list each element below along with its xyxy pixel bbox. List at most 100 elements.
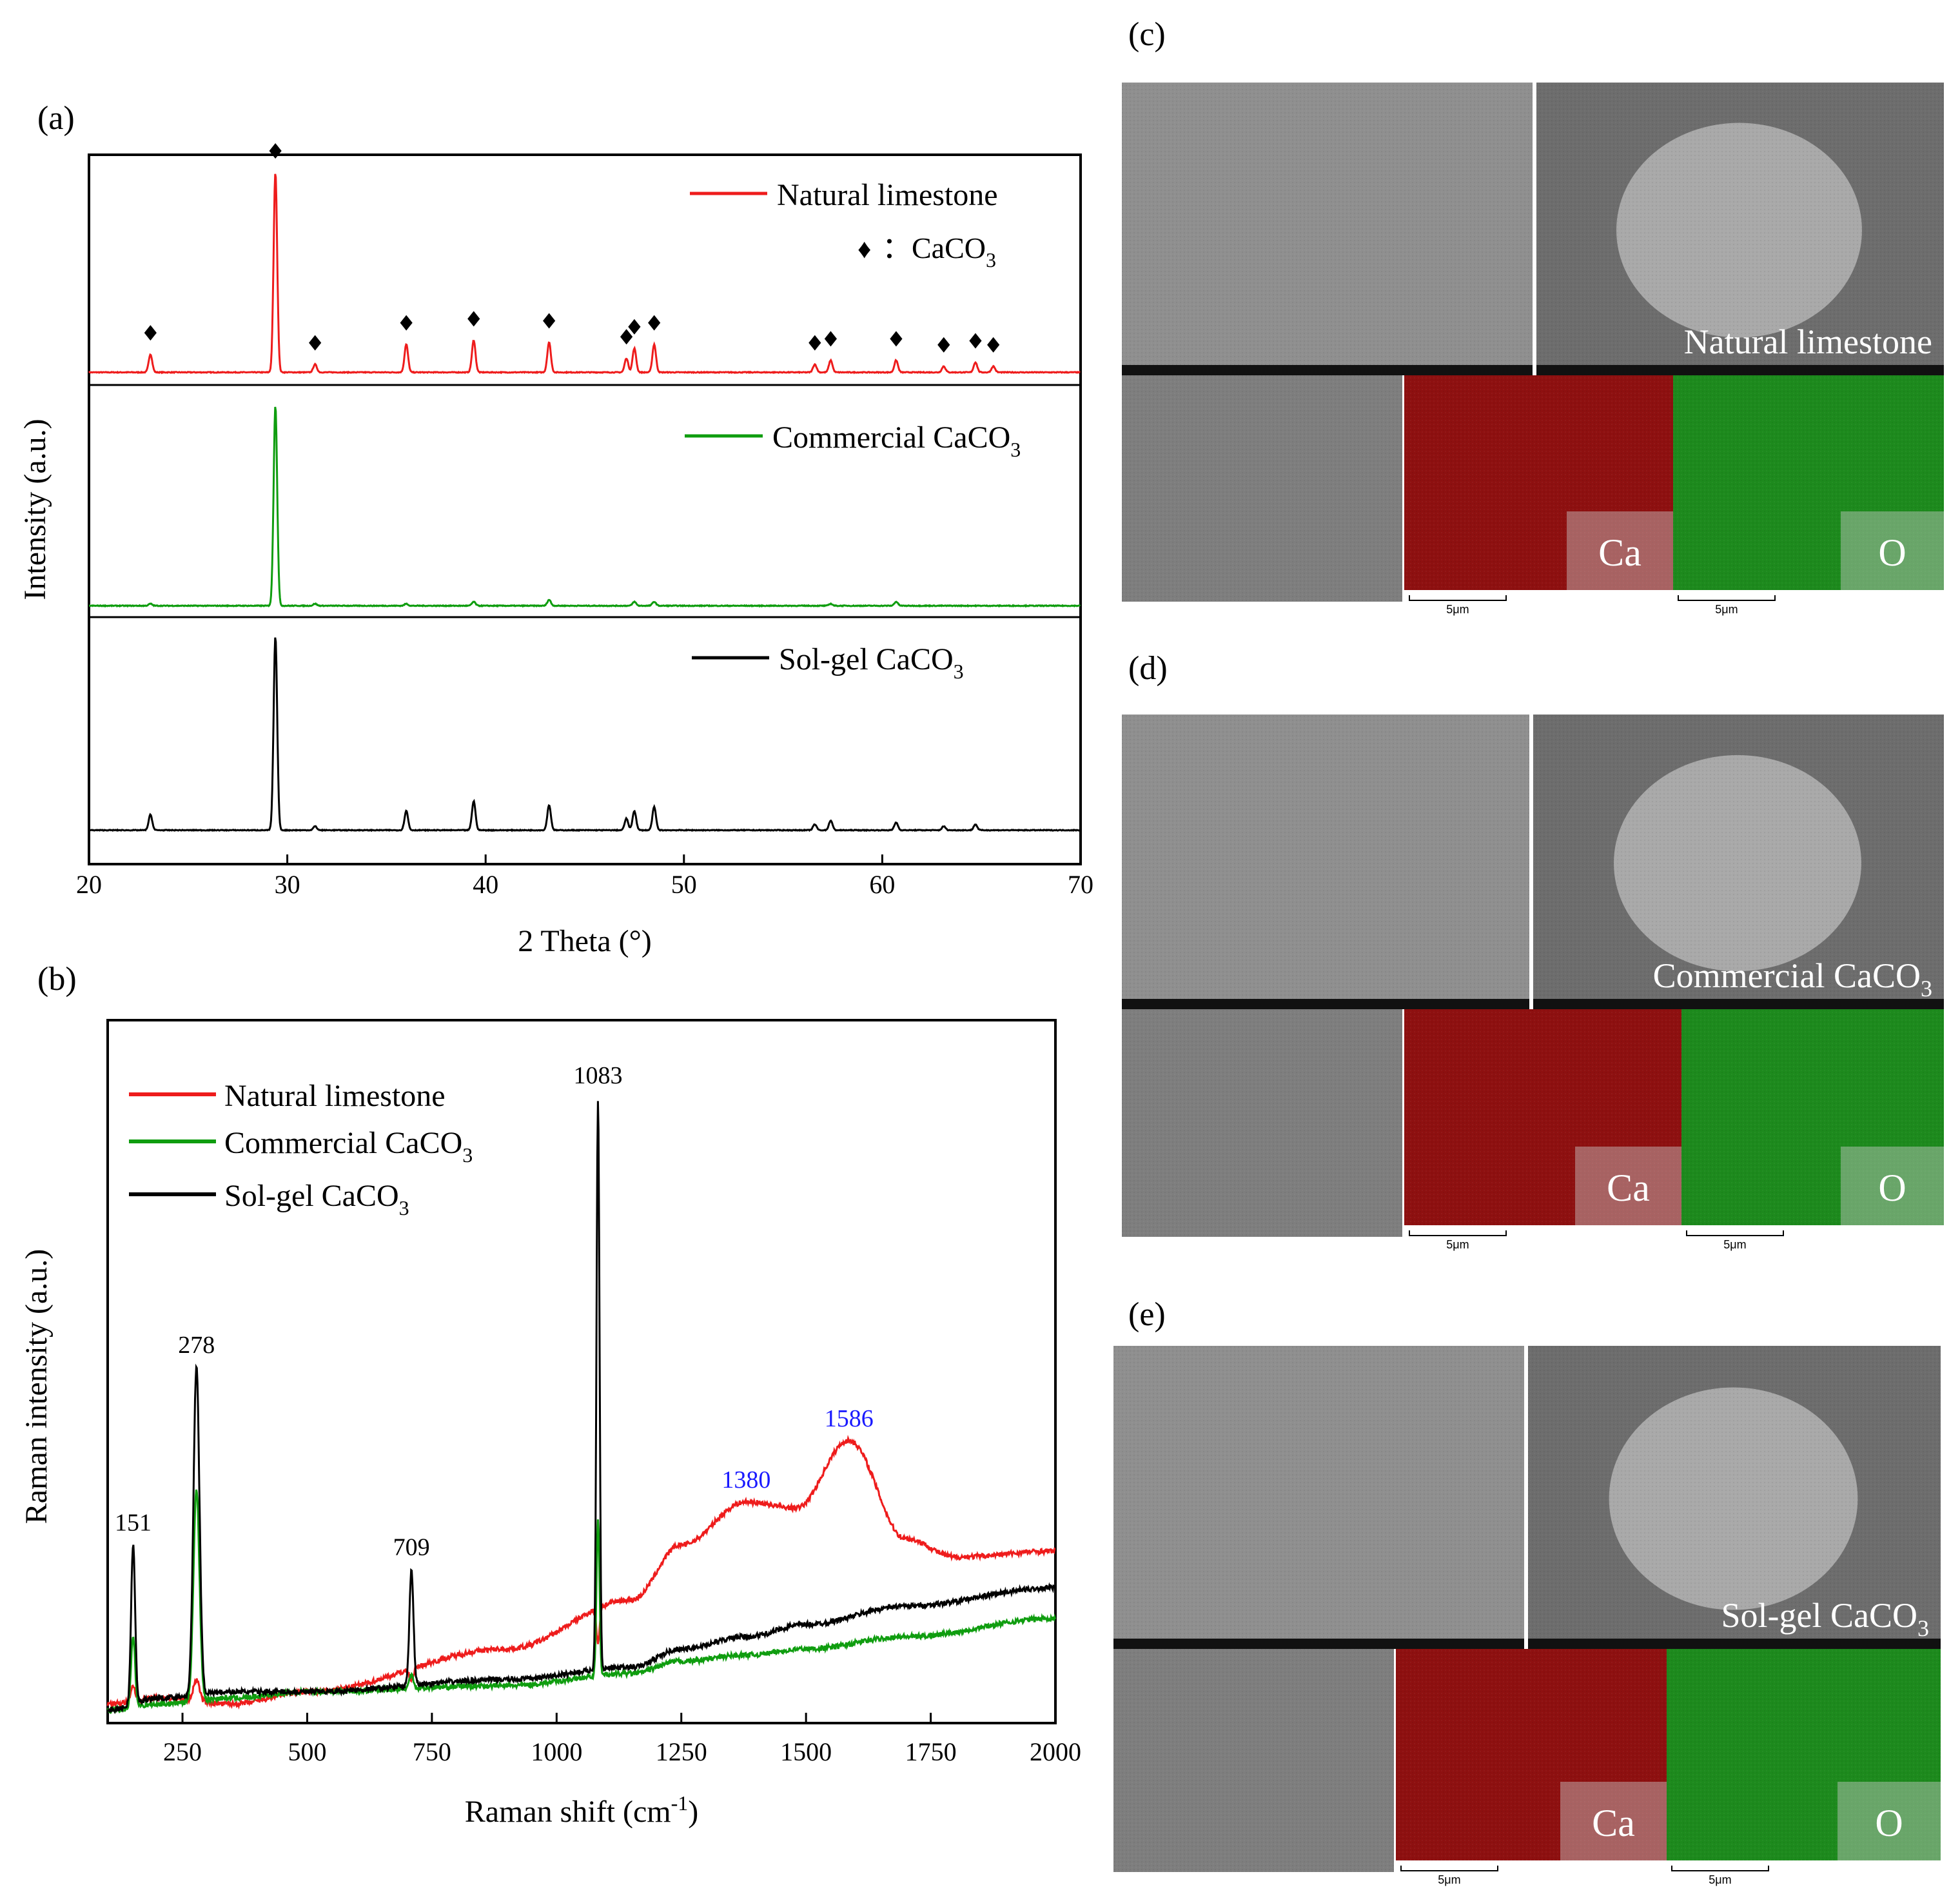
xrd-x-tick-label: 70 (1068, 870, 1093, 899)
eds-ca-label-box (1575, 1147, 1681, 1225)
raman-x-label: Raman shift (cm-1) (465, 1791, 699, 1829)
xrd-peak-marker (400, 315, 413, 331)
raman-y-label: Raman intensity (a.u.) (19, 1249, 54, 1524)
sem-panel-letter: (d) (1128, 650, 1168, 687)
xrd-x-tick-label: 40 (473, 870, 498, 899)
raman-trace-sol-gel-caco3 (106, 1101, 1057, 1715)
eds-scale-bar (1678, 595, 1776, 601)
sem-info-bar (1533, 999, 1944, 1009)
xrd-legend-solgel: Sol-gel CaCO3 (779, 642, 964, 683)
xrd-peak-marker (890, 331, 903, 347)
sem-panel-letter: (c) (1128, 16, 1166, 53)
xrd-x-axis: 20 30 40 50 60 70 (76, 854, 1093, 899)
raman-x-tick-label: 250 (163, 1737, 202, 1766)
panel-b-frame (106, 1019, 1057, 1724)
eds-o-texture (1681, 1009, 1944, 1225)
raman-legend-solgel: Sol-gel CaCO3 (224, 1179, 409, 1219)
xrd-y-label: Intensity (a.u.) (18, 419, 52, 600)
xrd-x-label: 2 Theta (°) (518, 924, 652, 958)
raman-legend-commercial: Commercial CaCO3 (224, 1126, 473, 1167)
sem-info-bar (1122, 999, 1529, 1009)
eds-o-label: O (1875, 1802, 1903, 1844)
xrd-peak-marker (543, 313, 556, 329)
sem-particle-texture (1616, 123, 1862, 338)
sem-info-bar (1113, 1639, 1524, 1649)
xrd-legend-commercial: Commercial CaCO3 (772, 420, 1021, 461)
raman-x-tick-label: 1000 (531, 1737, 582, 1766)
xrd-peak-marker (467, 311, 480, 327)
eds-scale-bar-label: 5μm (1446, 1238, 1469, 1251)
xrd-peak-marker (269, 143, 282, 159)
sem-panel-letter: (e) (1128, 1296, 1166, 1333)
eds-o-texture (1667, 1649, 1941, 1860)
raman-peak-label: 151 (115, 1510, 152, 1537)
xrd-trace-commercial-caco3 (88, 406, 1081, 608)
eds-o-texture (1673, 375, 1944, 590)
eds-scale-bar-label: 5μm (1715, 603, 1738, 616)
xrd-legend-natural: Natural limestone (777, 178, 998, 212)
sem-info-bar (1122, 365, 1533, 375)
eds-scale-bar (1686, 1230, 1784, 1236)
raman-peak-label: 709 (393, 1534, 430, 1561)
raman-peak-label: 1083 (574, 1062, 623, 1089)
raman-x-axis: 250 500 750 1000 1250 1500 1750 2000 (163, 1713, 1081, 1766)
eds-scale-bar (1671, 1866, 1769, 1871)
eds-ca-texture (1404, 1009, 1681, 1225)
eds-scale-bar (1409, 1230, 1507, 1236)
xrd-peak-marker (648, 315, 661, 331)
panel-b-letter: (b) (37, 961, 77, 998)
eds-ca-label-box (1560, 1782, 1667, 1860)
raman-peak-label: 278 (178, 1332, 215, 1359)
xrd-trace-sol-gel-caco3 (88, 637, 1081, 833)
xrd-x-tick-label: 50 (671, 870, 697, 899)
eds-ca-texture (1404, 375, 1673, 590)
eds-sem-texture (1113, 1649, 1394, 1872)
raman-x-tick-label: 500 (288, 1737, 326, 1766)
raman-x-tick-label: 2000 (1030, 1737, 1081, 1766)
sem-sample-title: Sol-gel CaCO3 (1721, 1596, 1930, 1641)
eds-sem-texture (1122, 1009, 1402, 1237)
eds-scale-bar-label: 5μm (1709, 1873, 1731, 1886)
eds-ca-label: Ca (1607, 1167, 1650, 1209)
sem-image-texture (1122, 715, 1529, 999)
sem-panel-e: (e) Sol-gel CaCO3 Ca O 5μm 5μm (1113, 1296, 1941, 1886)
xrd-peak-marker (144, 325, 157, 341)
raman-peak-label: 1380 (721, 1466, 770, 1494)
raman-x-tick-label: 750 (413, 1737, 451, 1766)
sem-particle-texture (1609, 1387, 1858, 1610)
eds-o-label-box (1838, 1782, 1941, 1860)
xrd-peak-marker (808, 335, 821, 351)
panel-a-letter: (a) (37, 100, 75, 137)
sem-sample-title: Natural limestone (1684, 322, 1932, 361)
eds-ca-label-box (1567, 511, 1673, 590)
xrd-peak-marker (628, 319, 641, 335)
eds-scale-bar-label: 5μm (1723, 1238, 1746, 1251)
xrd-peak-marker (987, 337, 1000, 353)
sem-panels: (c) Natural limestone Ca O 5μm 5μm (d) Commerci… (1113, 16, 1944, 1886)
raman-peak-labels: 151 278 709 1083 1380 1586 (115, 1062, 874, 1561)
raman-trace-commercial-caco3 (106, 1489, 1057, 1715)
xrd-peak-marker (937, 337, 950, 353)
raman-peak-label: 1586 (825, 1405, 874, 1432)
eds-ca-texture (1396, 1649, 1667, 1860)
xrd-peak-marker (824, 331, 838, 347)
eds-ca-label: Ca (1598, 531, 1642, 574)
eds-scale-bar-label: 5μm (1446, 603, 1469, 616)
eds-o-label: O (1878, 531, 1906, 574)
sem-info-bar (1536, 365, 1944, 375)
xrd-peak-markers (144, 143, 1000, 353)
raman-traces (106, 1101, 1057, 1715)
sem-image-texture (1122, 83, 1533, 365)
xrd-peak-marker (620, 329, 633, 345)
sem-image-texture (1113, 1346, 1524, 1639)
xrd-x-tick-label: 30 (275, 870, 300, 899)
panel-a: (a) 20 30 40 50 60 70 2 Theta (°) Intensity (… (18, 100, 1093, 958)
eds-o-label-box (1841, 1147, 1944, 1225)
raman-x-tick-label: 1500 (780, 1737, 832, 1766)
eds-scale-bar-label: 5μm (1438, 1873, 1460, 1886)
panel-b: (b) 250 500 750 1000 1250 1500 1750 2000 151 278… (19, 961, 1081, 1829)
eds-o-label-box (1841, 511, 1944, 590)
raman-x-tick-label: 1250 (656, 1737, 707, 1766)
xrd-x-tick-label: 60 (869, 870, 895, 899)
